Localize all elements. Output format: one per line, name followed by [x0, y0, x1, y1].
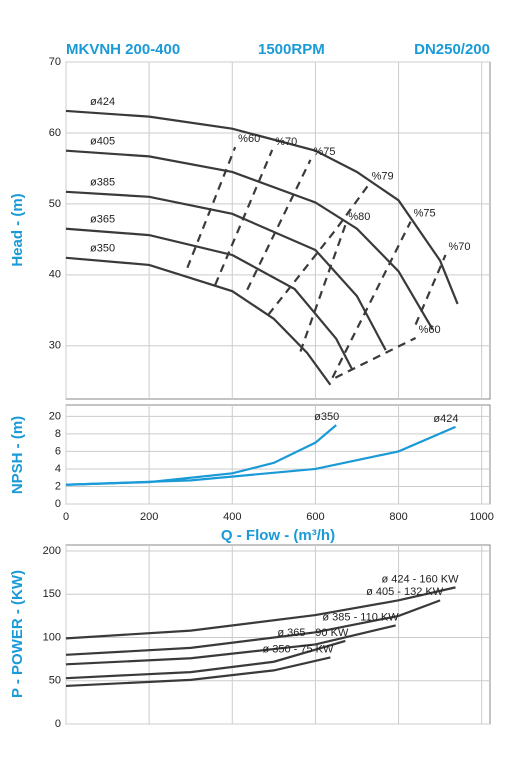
series-label: %60: [419, 324, 441, 336]
y-axis-label: P - POWER - (KW): [9, 570, 26, 698]
y-tick-label: 100: [43, 631, 61, 643]
series-label: ø 405 - 132 KW: [366, 586, 444, 598]
series-label: %70: [449, 241, 471, 253]
series-line: [65, 624, 396, 666]
y-tick-label: 2: [55, 480, 61, 492]
series-label: %75: [313, 146, 335, 158]
series-label: ø405: [90, 136, 115, 148]
series-label: ø350: [90, 243, 115, 255]
y-tick-label: 0: [55, 718, 61, 730]
y-tick-label: 200: [43, 545, 61, 557]
series-label: ø365: [90, 214, 115, 226]
series-line: [65, 425, 456, 486]
series-label: ø 385 - 110 KW: [322, 611, 399, 623]
x-tick-label: 1000: [469, 511, 493, 523]
x-tick-label: 800: [389, 511, 407, 523]
series-line: [65, 149, 434, 331]
y-axis-label: NPSH - (m): [9, 416, 26, 494]
series-label: %79: [372, 171, 394, 183]
series-label: ø 424 - 160 KW: [381, 573, 459, 585]
model: MKVNH 200-400: [66, 41, 180, 58]
y-tick-label: 6: [55, 445, 61, 457]
plot-area: [65, 404, 491, 505]
series-line: [65, 190, 387, 351]
series-line: [65, 256, 332, 386]
plot-area: [65, 61, 491, 400]
y-tick-label: 40: [49, 269, 61, 281]
y-tick-label: 150: [43, 588, 61, 600]
x-tick-label: 0: [63, 511, 69, 523]
series-label: ø 350 - 75 KW: [262, 643, 334, 655]
series-label: ø350: [314, 411, 339, 423]
x-tick-label: 400: [223, 511, 241, 523]
series-line: [65, 109, 459, 305]
series-label: %70: [275, 136, 297, 148]
y-tick-label: 70: [49, 56, 61, 68]
series-line: [186, 146, 237, 269]
series-line: [65, 227, 354, 371]
y-tick-label: 0: [55, 498, 61, 510]
series-line: [65, 599, 441, 656]
series-line: [246, 159, 312, 291]
flange: DN250/200: [414, 41, 490, 58]
y-tick-label: 50: [49, 675, 61, 687]
y-tick-label: 8: [55, 428, 61, 440]
y-tick-label: 4: [55, 463, 61, 475]
y-tick-label: 20: [49, 410, 61, 422]
y-tick-label: 60: [49, 127, 61, 139]
series-line: [65, 639, 346, 680]
series-line: [331, 221, 412, 379]
series-label: ø385: [90, 177, 115, 189]
series-line: [334, 336, 417, 379]
series-label: %60: [238, 133, 260, 145]
y-axis-label: Head - (m): [9, 193, 26, 266]
series-line: [414, 254, 447, 325]
y-tick-label: 30: [49, 340, 61, 352]
series-label: ø 365 - 90 KW: [277, 627, 349, 639]
series-label: ø424: [433, 413, 458, 425]
series-line: [65, 586, 456, 640]
series-line: [65, 656, 331, 688]
series-label: ø424: [90, 96, 115, 108]
x-axis-label: Q - Flow - (m³/h): [221, 527, 335, 544]
speed: 1500RPM: [258, 41, 325, 58]
y-tick-label: 50: [49, 198, 61, 210]
series-label: %75: [414, 208, 436, 220]
series-label: %80: [348, 211, 370, 223]
x-tick-label: 600: [306, 511, 324, 523]
series-line: [267, 184, 370, 316]
x-tick-label: 200: [140, 511, 158, 523]
series-line: [214, 149, 274, 286]
